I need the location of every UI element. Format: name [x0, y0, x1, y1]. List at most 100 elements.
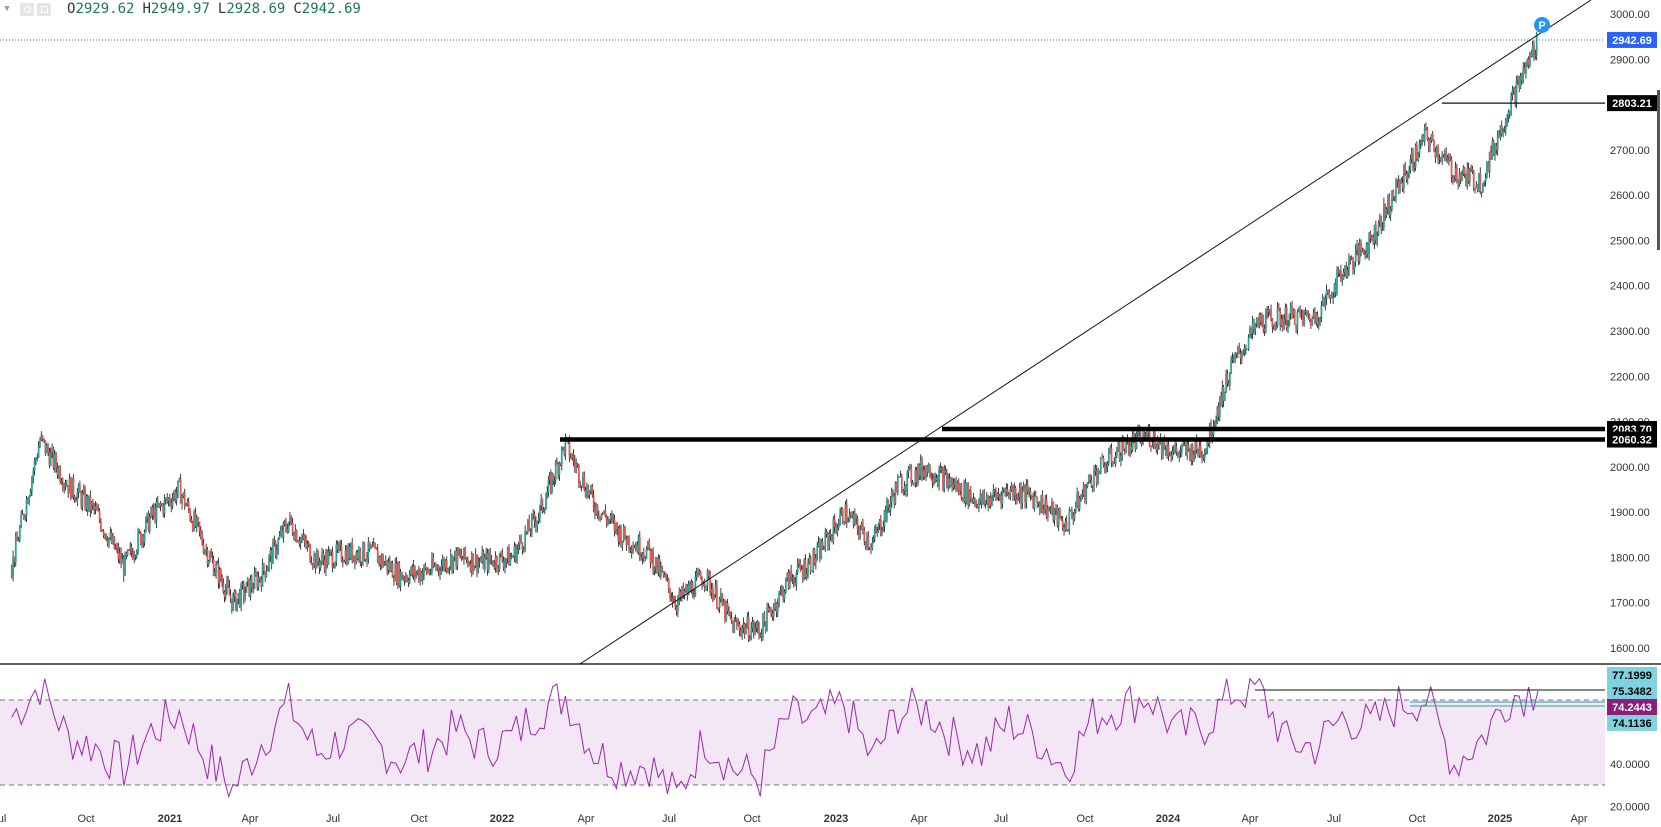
- candle-body: [1106, 463, 1109, 467]
- candle-body: [726, 602, 729, 611]
- candle-body: [1121, 441, 1124, 457]
- candle-body: [1312, 312, 1315, 318]
- candle-body: [1314, 312, 1316, 324]
- candle-body: [437, 565, 440, 571]
- time-tick-label: Jul: [994, 813, 1008, 825]
- candle-body: [539, 505, 541, 518]
- candle-body: [872, 538, 875, 543]
- candle-body: [82, 489, 85, 494]
- price-marker-icon[interactable]: [1534, 17, 1551, 33]
- candle-body: [571, 454, 574, 459]
- candle-body: [399, 572, 402, 586]
- candle-body: [1180, 444, 1183, 451]
- candle-body: [85, 496, 88, 510]
- candle-body: [1251, 321, 1254, 334]
- candle-body: [211, 556, 214, 560]
- candle-body: [1402, 165, 1405, 189]
- candle-body: [648, 540, 651, 549]
- candle-body: [291, 523, 294, 535]
- price-tick-label: 2000.00: [1610, 462, 1650, 474]
- candle-body: [1243, 347, 1246, 354]
- candle-body: [321, 554, 323, 562]
- candle-body: [395, 563, 398, 584]
- candle-body: [1002, 488, 1005, 490]
- candle-body: [147, 513, 150, 532]
- candle-body: [853, 514, 856, 525]
- candle-body: [311, 564, 314, 566]
- candle-body: [125, 553, 128, 556]
- price-axis-scrollbar[interactable]: [1657, 90, 1660, 250]
- candle-body: [1344, 267, 1346, 273]
- candle-body: [466, 559, 469, 565]
- settings-icon[interactable]: [37, 2, 51, 16]
- trendline[interactable]: [579, 0, 1592, 665]
- candle-body: [743, 623, 746, 634]
- candle-body: [1349, 258, 1352, 260]
- candle-body: [45, 445, 48, 454]
- candle-body: [1430, 133, 1433, 141]
- candle-body: [579, 482, 582, 486]
- candle-body: [26, 499, 29, 504]
- candle-body: [1453, 179, 1456, 181]
- candle-body: [1447, 159, 1450, 163]
- candle-body: [468, 563, 471, 565]
- candle-body: [616, 522, 618, 530]
- candle-body: [326, 552, 329, 565]
- candle-body: [114, 547, 117, 549]
- candle-body: [923, 470, 926, 478]
- candle-body: [1393, 197, 1396, 199]
- candle-body: [432, 557, 435, 567]
- candle-body: [261, 563, 264, 587]
- candle-body: [281, 530, 283, 537]
- candle-body: [636, 545, 639, 553]
- candle-body: [1376, 235, 1379, 241]
- candle-body: [1000, 495, 1003, 505]
- candle-body: [319, 561, 322, 569]
- candle-body: [948, 478, 951, 487]
- candle-body: [221, 579, 224, 584]
- candle-body: [1053, 509, 1056, 521]
- candle-body: [917, 465, 919, 483]
- candle-body: [1333, 283, 1336, 298]
- candle-body: [150, 507, 152, 518]
- candle-body: [419, 571, 422, 581]
- candle-body: [1262, 315, 1265, 329]
- candle-body: [1047, 508, 1049, 518]
- candle-body: [1125, 437, 1128, 453]
- candle-body: [809, 557, 812, 572]
- candle-body: [1332, 297, 1335, 299]
- rsi-badge-1: 77.1999: [1612, 670, 1652, 682]
- candle-body: [216, 563, 219, 565]
- candle-body: [1095, 470, 1098, 483]
- candle-body: [1295, 324, 1297, 329]
- rsi-pane[interactable]: [0, 677, 1605, 799]
- candle-body: [882, 526, 885, 531]
- candle-body: [295, 530, 298, 542]
- candle-body: [889, 501, 892, 511]
- candle-body: [1503, 129, 1506, 131]
- price-pane[interactable]: [10, 31, 1538, 643]
- drawings[interactable]: P: [0, 0, 1605, 707]
- candle-body: [1354, 249, 1357, 263]
- candle-body: [1150, 445, 1152, 447]
- candle-body: [52, 448, 55, 468]
- candle-body: [1494, 145, 1496, 155]
- candle-body: [1160, 438, 1163, 455]
- collapse-caret-icon[interactable]: ▼: [4, 4, 10, 14]
- visibility-icon[interactable]: [20, 2, 34, 16]
- candle-body: [1385, 209, 1388, 216]
- candle-body: [1461, 173, 1463, 180]
- candle-body: [232, 596, 234, 610]
- candle-body: [557, 464, 560, 475]
- candle-body: [1296, 311, 1299, 329]
- candle-body: [274, 541, 277, 556]
- candle-body: [94, 506, 97, 510]
- candle-body: [121, 559, 124, 564]
- candle-body: [1437, 147, 1440, 159]
- candle-body: [1250, 327, 1253, 334]
- candle-body: [407, 580, 410, 583]
- candle-body: [1001, 489, 1004, 505]
- candle-body: [17, 540, 20, 542]
- candle-body: [599, 516, 602, 519]
